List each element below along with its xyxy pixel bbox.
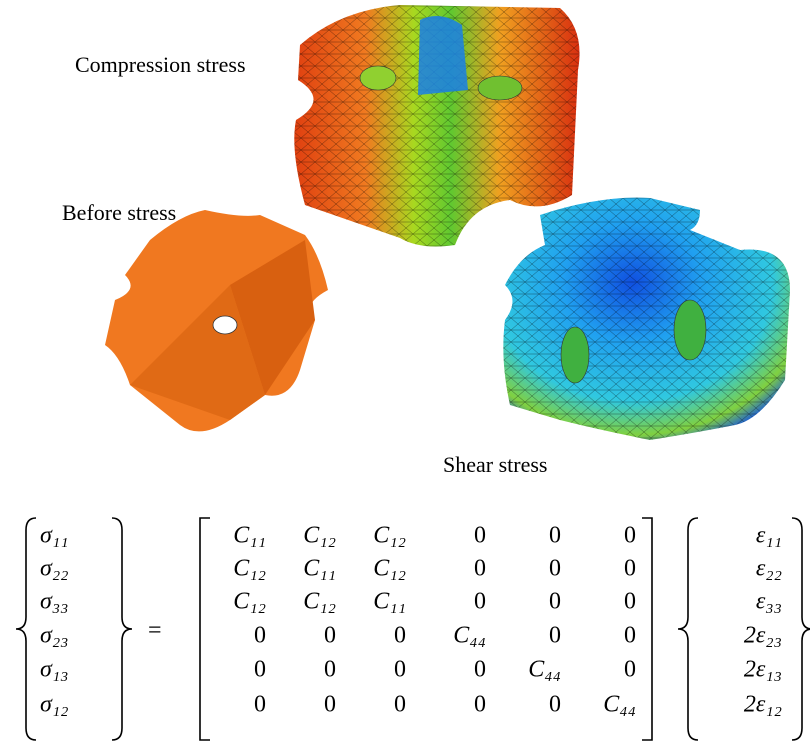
shear-label: Shear stress bbox=[443, 452, 547, 477]
matrix-entry: 0 bbox=[394, 657, 406, 683]
matrix-entry: 0 bbox=[254, 692, 266, 718]
matrix-entry: 0 bbox=[474, 523, 486, 549]
unstressed-model bbox=[105, 210, 328, 431]
matrix-entry: 0 bbox=[624, 556, 636, 582]
matrix-entry: C₁₂ bbox=[233, 556, 266, 582]
left-brace bbox=[16, 518, 36, 740]
figure: Compression stress Before stress Shear s… bbox=[0, 0, 810, 747]
matrix-entry: 0 bbox=[324, 657, 336, 683]
matrix-entry: C₄₄ bbox=[528, 657, 561, 683]
rhs-entry: 2ε₁₂ bbox=[744, 692, 782, 718]
lhs-entry: σ₁₃ bbox=[40, 657, 69, 683]
matrix-entry: 0 bbox=[624, 589, 636, 615]
right-brace bbox=[678, 518, 698, 740]
matrix-entry: 0 bbox=[474, 657, 486, 683]
matrix-entry: 0 bbox=[549, 556, 561, 582]
lhs-entry: σ₁₁ bbox=[40, 523, 69, 549]
matrix-entry: 0 bbox=[549, 692, 561, 718]
matrix-entry: C₁₂ bbox=[303, 523, 336, 549]
matrix-entry: 0 bbox=[474, 692, 486, 718]
right-brace bbox=[792, 518, 810, 740]
matrix-entry: 0 bbox=[474, 556, 486, 582]
matrix-entry: 0 bbox=[394, 623, 406, 649]
matrix-entry: 0 bbox=[254, 657, 266, 683]
matrix-entry: C₄₄ bbox=[603, 692, 636, 718]
matrix-entry: C₁₁ bbox=[373, 589, 406, 615]
rhs-entry: ε₁₁ bbox=[756, 523, 782, 549]
matrix-entry: 0 bbox=[474, 589, 486, 615]
matrix-entry: 0 bbox=[549, 623, 561, 649]
matrix-bracket bbox=[642, 518, 652, 740]
compression-model bbox=[294, 5, 579, 246]
rhs-entry: 2ε₂₃ bbox=[744, 623, 782, 649]
matrix-entry: C₁₂ bbox=[373, 523, 406, 549]
matrix-entry: 0 bbox=[254, 623, 266, 649]
matrix-entry: C₁₁ bbox=[303, 556, 336, 582]
rhs-entry: ε₃₃ bbox=[756, 589, 782, 615]
lhs-entry: σ₂₃ bbox=[40, 623, 69, 649]
before-label: Before stress bbox=[62, 200, 176, 225]
equals-sign: = bbox=[148, 618, 162, 644]
matrix-entry: 0 bbox=[324, 623, 336, 649]
matrix-entry: 0 bbox=[624, 623, 636, 649]
left-brace bbox=[112, 518, 132, 740]
compression-label: Compression stress bbox=[75, 52, 246, 77]
rhs-entry: ε₂₂ bbox=[756, 556, 782, 582]
matrix-entry: C₄₄ bbox=[453, 623, 486, 649]
rhs-entry: 2ε₁₃ bbox=[744, 657, 782, 683]
lhs-entry: σ₂₂ bbox=[40, 556, 69, 582]
matrix-entry: 0 bbox=[324, 692, 336, 718]
matrix-entry: C₁₂ bbox=[303, 589, 336, 615]
matrix-entry: C₁₁ bbox=[233, 523, 266, 549]
matrix-entry: 0 bbox=[549, 589, 561, 615]
lhs-entry: σ₃₃ bbox=[40, 589, 69, 615]
matrix-entry: 0 bbox=[624, 657, 636, 683]
matrix-entry: C₁₂ bbox=[233, 589, 266, 615]
matrix-entry: 0 bbox=[624, 523, 636, 549]
matrix-entry: C₁₂ bbox=[373, 556, 406, 582]
shear-model bbox=[503, 198, 790, 440]
lhs-entry: σ₁₂ bbox=[40, 692, 69, 718]
matrix-bracket bbox=[200, 518, 210, 740]
matrix-entry: 0 bbox=[394, 692, 406, 718]
matrix-entry: 0 bbox=[549, 523, 561, 549]
